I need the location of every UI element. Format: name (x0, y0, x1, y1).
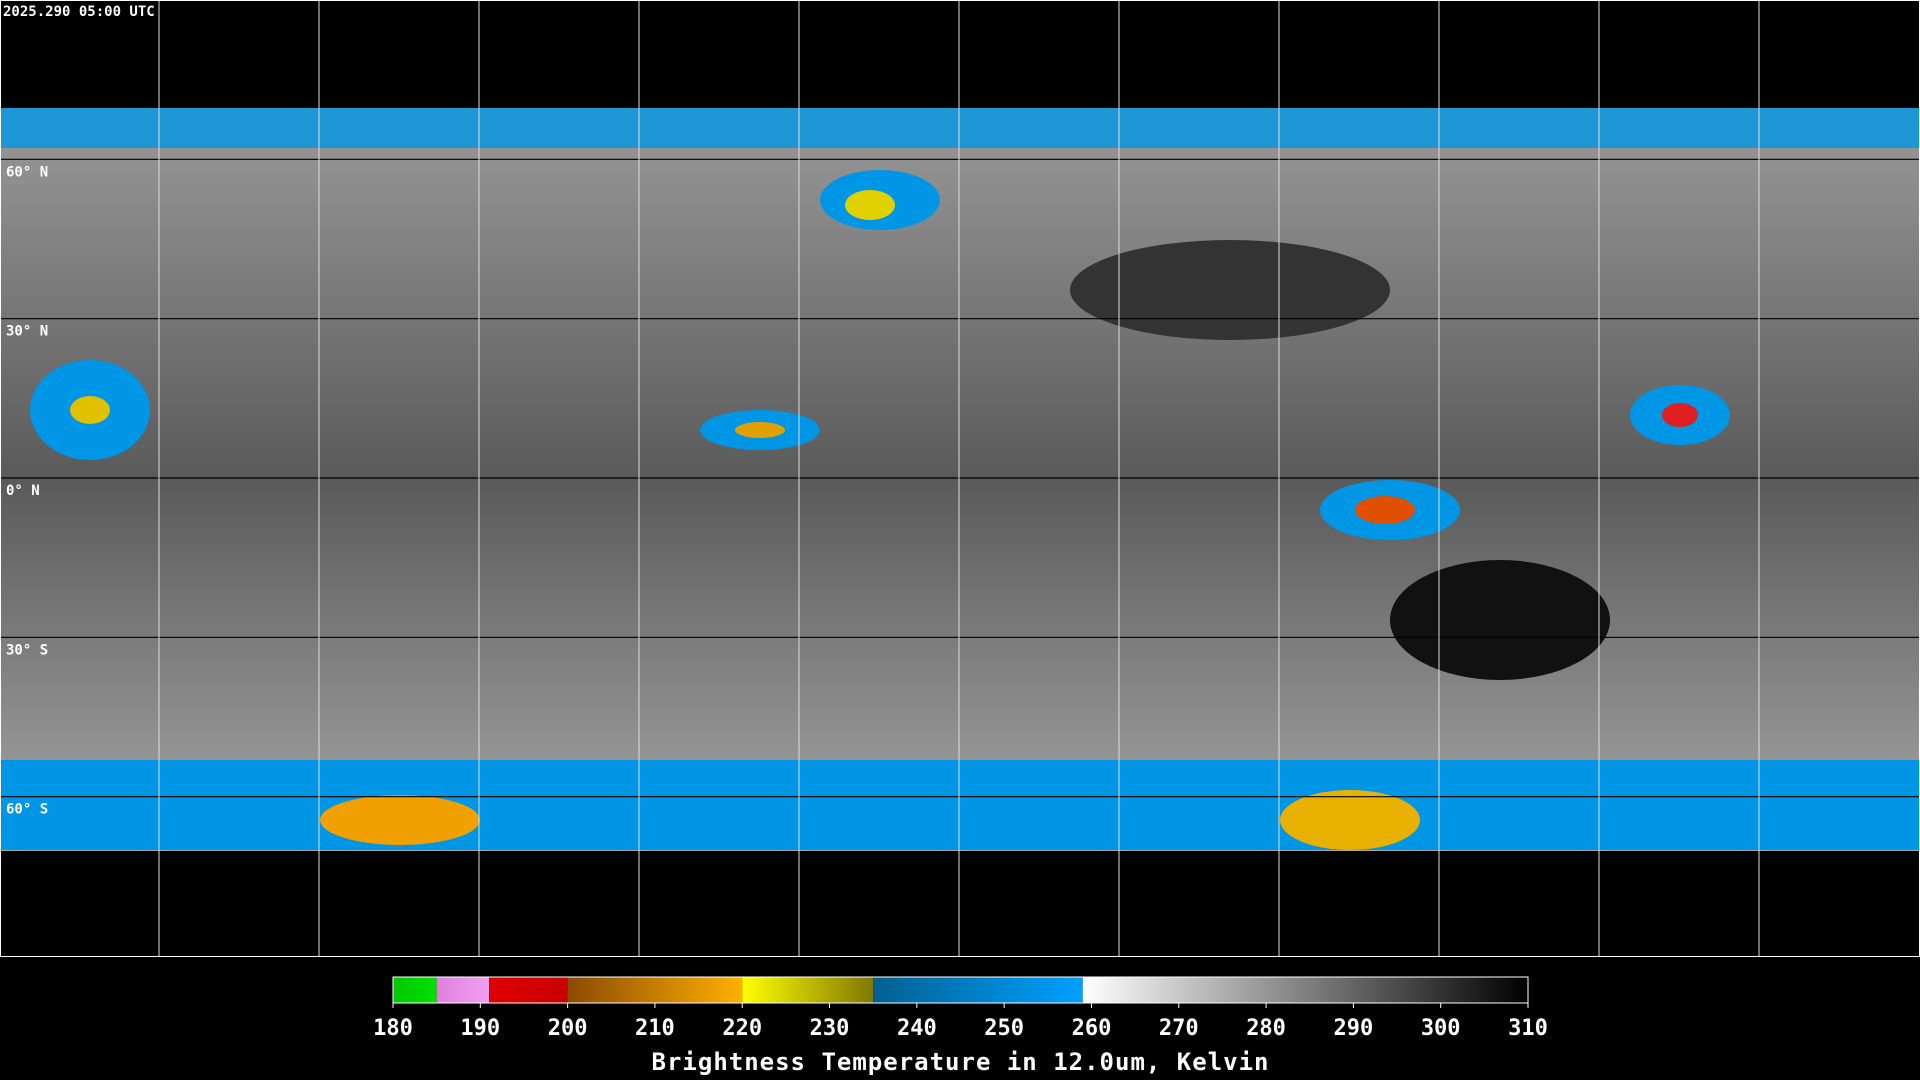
colorbar-tick-label: 300 (1421, 1016, 1461, 1041)
latitude-label: 30° S (6, 642, 48, 658)
cloud-patch (1280, 790, 1420, 850)
colorbar-tick-label: 180 (373, 1016, 413, 1041)
colorbar: 180 190 200 210 220 230 240 250 260 270 280 290 300 3… (373, 976, 1548, 1076)
latitude-label: 0° N (6, 483, 40, 499)
latitude-label: 60° N (6, 164, 48, 180)
colorbar-segment (873, 977, 1083, 1003)
colorbar-title: Brightness Temperature in 12.0um, Kelvin (652, 1048, 1270, 1076)
colorbar-tick-label: 210 (635, 1016, 675, 1041)
colorbar-tick-label: 260 (1072, 1016, 1112, 1041)
cloud-free-area (1070, 240, 1390, 340)
colorbar-segment (1082, 977, 1528, 1003)
colorbar-tick-label: 230 (810, 1016, 850, 1041)
cloud-free-area (1390, 560, 1610, 680)
ir-field (0, 108, 1920, 851)
colorbar-tick-label: 190 (460, 1016, 500, 1041)
colorbar-tick-label: 240 (897, 1016, 937, 1041)
colorbar-tick-label: 270 (1159, 1016, 1199, 1041)
cloud-patch (1355, 496, 1415, 524)
latitude-label: 30° N (6, 324, 48, 340)
colorbar-segment (436, 977, 490, 1003)
colorbar-tick-label: 250 (984, 1016, 1024, 1041)
cloud-band (0, 108, 1920, 148)
latitude-label: 60° S (6, 802, 48, 818)
colorbar-tick-label: 220 (722, 1016, 762, 1041)
cloud-patch (70, 396, 110, 424)
cloud-patch (320, 795, 480, 845)
colorbar-tick-label: 290 (1334, 1016, 1374, 1041)
colorbar-segment (393, 977, 437, 1003)
graticule: 60° N 30° N 0° N 30° S 60° S (0, 0, 1920, 957)
colorbar-tick-label: 310 (1508, 1016, 1548, 1041)
colorbar-frame (392, 976, 1529, 1004)
cloud-patch (845, 190, 895, 220)
colorbar-segment (742, 977, 874, 1003)
timestamp: 2025.290 05:00 UTC (3, 4, 155, 20)
satellite-imagery (0, 108, 1920, 851)
colorbar-tick-label: 200 (548, 1016, 588, 1041)
cloud-patch (735, 422, 785, 438)
colorbar-segment (489, 977, 568, 1003)
colorbar-tick-label: 280 (1246, 1016, 1286, 1041)
colorbar-segment (567, 977, 743, 1003)
cloud-patch (1662, 403, 1698, 427)
cloud-band (0, 760, 1920, 850)
